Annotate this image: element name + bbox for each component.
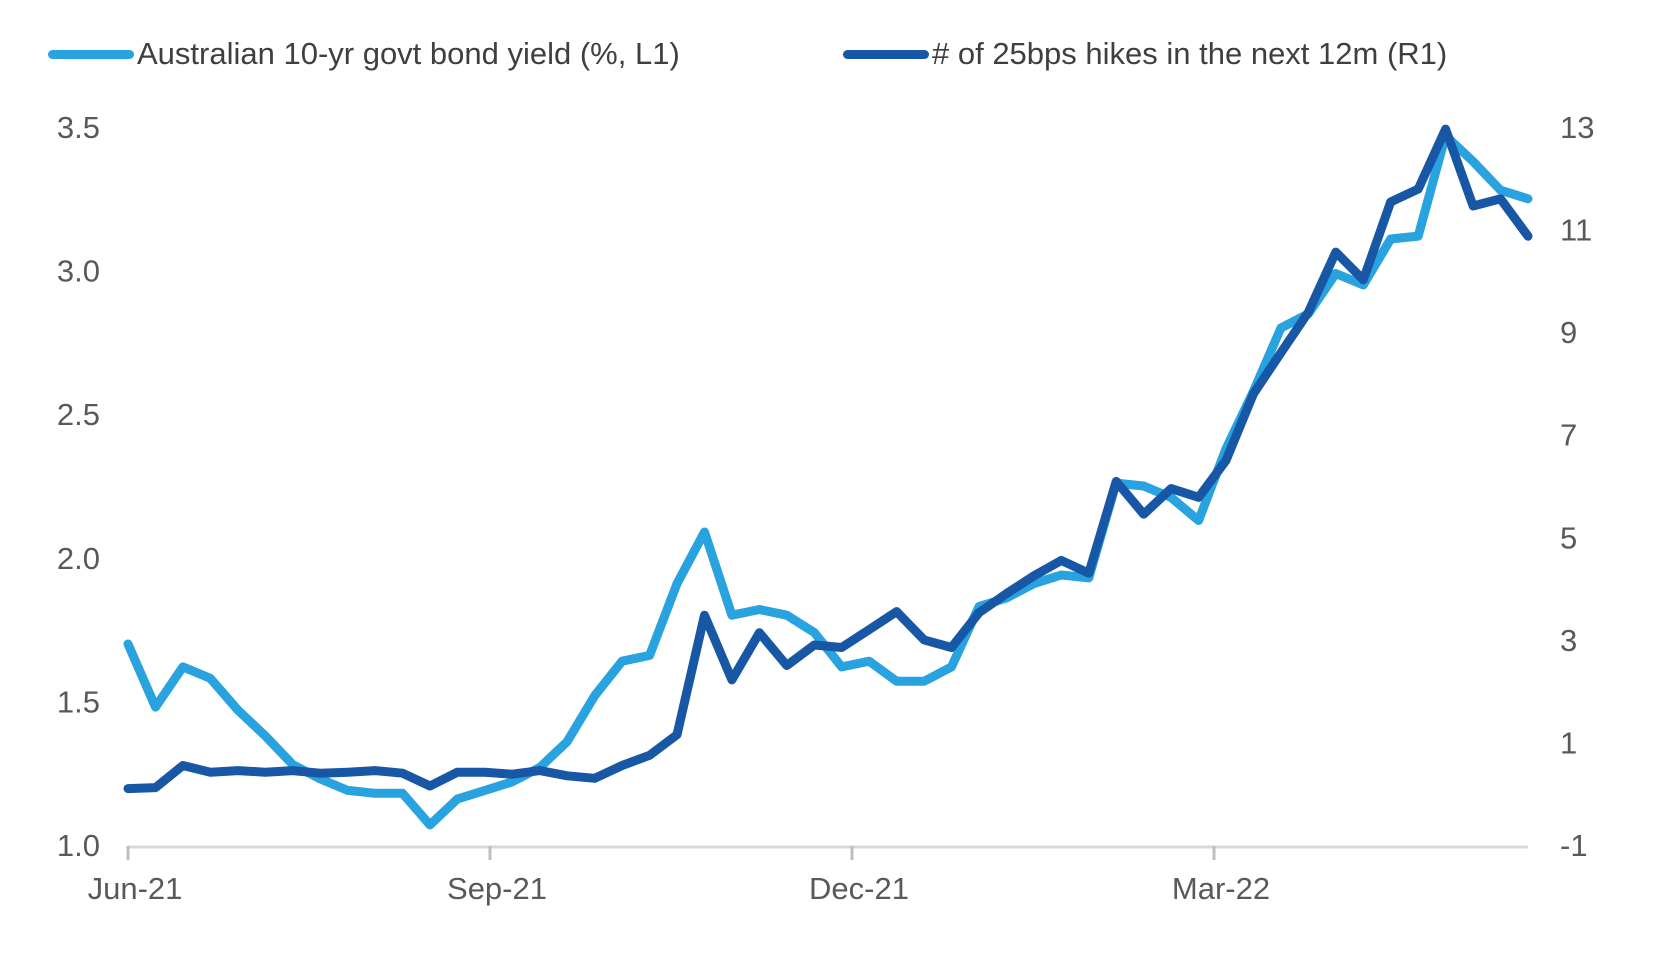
bond-yield-legend-swatch bbox=[48, 49, 134, 59]
right-axis-label: 13 bbox=[1560, 110, 1594, 145]
bond-yield-line bbox=[123, 131, 1533, 830]
axis-labels-layer: Jun-21 Sep-21 Dec-21 Mar-22 3.5 3.0 2.5 2.0 1.5 1… bbox=[57, 110, 1595, 906]
right-axis-label: 3 bbox=[1560, 623, 1577, 658]
legend-item-bond-yield: Australian 10-yr govt bond yield (%, L1) bbox=[48, 34, 680, 74]
left-axis-label: 1.5 bbox=[57, 684, 100, 719]
chart-legend: Australian 10-yr govt bond yield (%, L1)… bbox=[0, 34, 1658, 74]
rate-hikes-legend-swatch bbox=[843, 49, 929, 59]
bond-yield-legend-label: Australian 10-yr govt bond yield (%, L1) bbox=[137, 36, 680, 71]
right-axis-label: 5 bbox=[1560, 520, 1577, 555]
left-axis-label: 2.5 bbox=[57, 397, 100, 432]
left-axis-label: 1.0 bbox=[57, 828, 100, 863]
right-axis-label: -1 bbox=[1560, 828, 1588, 863]
left-axis-label: 3.5 bbox=[57, 110, 100, 145]
legend-item-rate-hikes: # of 25bps hikes in the next 12m (R1) bbox=[843, 34, 1447, 74]
x-axis-label: Sep-21 bbox=[447, 871, 547, 906]
right-axis-label: 7 bbox=[1560, 418, 1577, 453]
rate-hikes-legend-label: # of 25bps hikes in the next 12m (R1) bbox=[932, 36, 1448, 71]
right-axis-label: 11 bbox=[1560, 213, 1592, 248]
axis-layer bbox=[126, 845, 1528, 860]
x-axis-label: Jun-21 bbox=[88, 871, 183, 906]
right-axis-label: 9 bbox=[1560, 315, 1577, 350]
right-axis-label: 1 bbox=[1560, 725, 1577, 760]
left-axis-label: 3.0 bbox=[57, 254, 100, 289]
left-axis-label: 2.0 bbox=[57, 541, 100, 576]
series-layer bbox=[123, 124, 1533, 830]
x-axis-label: Mar-22 bbox=[1172, 871, 1270, 906]
rate-hikes-line bbox=[123, 124, 1533, 794]
x-axis-label: Dec-21 bbox=[809, 871, 909, 906]
